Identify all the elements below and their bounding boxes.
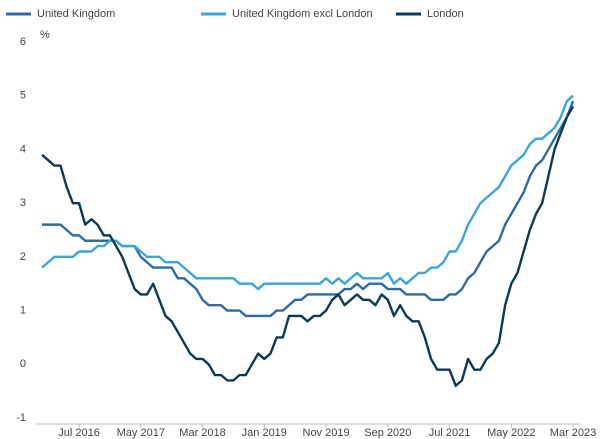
series-line [41, 105, 575, 387]
legend-label: London [427, 8, 464, 20]
x-tick-label: Mar 2023 [550, 427, 596, 439]
y-tick-label: 0 [20, 358, 26, 370]
y-tick-label: 1 [20, 304, 26, 316]
x-tick-label: May 2022 [487, 427, 535, 439]
x-tick-label: Jan 2019 [242, 427, 287, 439]
x-tick-label: Jul 2021 [429, 427, 471, 439]
y-tick-label: 6 [20, 36, 26, 48]
x-tick-label: Nov 2019 [303, 427, 350, 439]
y-tick-label: -1 [16, 412, 26, 424]
y-tick-label: 4 [20, 143, 26, 155]
x-tick-label: Mar 2018 [179, 427, 225, 439]
y-axis-unit: % [40, 29, 50, 41]
x-tick-label: Jul 2016 [58, 427, 100, 439]
y-tick-label: 2 [20, 251, 26, 263]
x-tick-label: May 2017 [117, 427, 165, 439]
legend-label: United Kingdom excl London [232, 8, 373, 20]
y-tick-label: 5 [20, 90, 26, 102]
x-tick-label: Sep 2020 [364, 427, 411, 439]
y-tick-label: 3 [20, 197, 26, 209]
series-line [41, 94, 574, 291]
legend-label: United Kingdom [37, 8, 115, 20]
